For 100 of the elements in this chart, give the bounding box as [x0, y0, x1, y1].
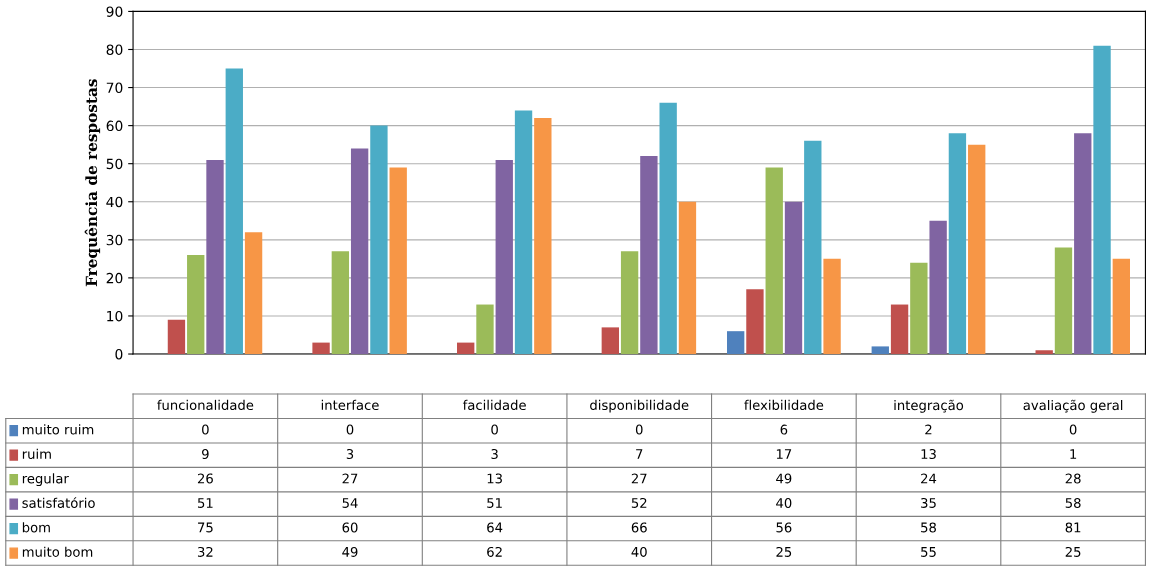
bar — [948, 133, 967, 355]
data-label: 0 — [491, 424, 498, 435]
y-tick-label: 80 — [106, 44, 123, 55]
legend-label: ruim — [22, 448, 51, 459]
bar — [1074, 133, 1092, 355]
data-label: 60 — [342, 522, 358, 533]
bar — [620, 251, 639, 355]
data-label: 32 — [197, 546, 213, 557]
bar — [890, 304, 909, 355]
data-label: 58 — [921, 522, 936, 533]
legend-label: muito bom — [22, 546, 93, 557]
data-label: 55 — [921, 547, 936, 557]
bar — [476, 304, 494, 355]
data-label: 56 — [776, 522, 792, 533]
legend-label: muito ruim — [22, 424, 94, 435]
x-tick-label: facilidade — [462, 399, 526, 411]
data-label: 51 — [487, 498, 502, 508]
bar — [765, 167, 783, 355]
bar — [167, 319, 186, 355]
bar — [312, 342, 330, 355]
data-label: 13 — [921, 449, 936, 459]
data-label: 7 — [636, 449, 643, 459]
legend-label: bom — [22, 522, 50, 533]
data-label: 27 — [342, 473, 358, 484]
x-tick-label: flexibilidade — [744, 399, 824, 411]
bar — [370, 125, 388, 355]
data-label: 6 — [780, 424, 788, 435]
y-tick-label: 20 — [106, 272, 123, 284]
bar — [871, 346, 889, 355]
y-tick-label: 0 — [115, 348, 123, 360]
data-label: 54 — [342, 498, 358, 508]
bar — [495, 159, 513, 355]
y-tick-label: 50 — [106, 158, 123, 170]
y-axis-title: Frequência de respostas — [84, 79, 101, 287]
data-label: 0 — [202, 424, 209, 435]
data-label: 24 — [921, 473, 937, 484]
bar — [968, 144, 986, 355]
data-label: 40 — [776, 497, 792, 508]
bar — [389, 167, 407, 355]
y-tick-label: 60 — [106, 120, 123, 132]
data-label: 40 — [631, 546, 647, 557]
bar — [823, 258, 841, 355]
bar — [350, 148, 369, 355]
data-label: 9 — [202, 449, 209, 459]
data-label: 2 — [925, 424, 932, 435]
data-label: 17 — [776, 449, 792, 459]
bar — [1035, 350, 1053, 355]
data-label: 58 — [1065, 497, 1081, 508]
data-label: 51 — [197, 498, 213, 508]
bar — [206, 159, 224, 355]
data-label: 3 — [346, 449, 354, 459]
bar — [640, 156, 658, 355]
data-label: 81 — [1065, 522, 1081, 533]
legend-label: satisfatório — [22, 497, 95, 508]
y-tick-label: 70 — [106, 82, 123, 94]
x-tick-label: funcionalidade — [157, 399, 254, 411]
bar — [726, 331, 745, 355]
y-tick-label: 10 — [107, 310, 123, 322]
data-label: 27 — [631, 473, 647, 484]
data-label: 75 — [198, 522, 213, 533]
data-label: 62 — [487, 546, 502, 557]
bar — [929, 220, 947, 355]
bar — [534, 118, 552, 355]
bar — [1093, 45, 1111, 355]
bar — [804, 140, 822, 355]
bar — [601, 327, 619, 355]
data-label: 26 — [197, 473, 213, 484]
bar — [514, 110, 533, 355]
data-label: 28 — [1065, 473, 1081, 484]
y-tick-label: 90 — [106, 6, 123, 17]
bar — [457, 342, 475, 355]
data-label: 3 — [491, 449, 498, 459]
bar — [910, 262, 928, 355]
data-label: 66 — [631, 522, 647, 533]
y-tick-label: 30 — [106, 234, 123, 246]
data-label: 25 — [1065, 546, 1081, 557]
bar — [187, 255, 205, 355]
bar — [1112, 258, 1130, 355]
data-label: 64 — [487, 522, 503, 533]
data-label: 0 — [635, 424, 643, 435]
data-label: 13 — [487, 473, 502, 484]
bar — [225, 68, 243, 355]
bar — [746, 289, 764, 355]
data-label: 0 — [1069, 424, 1077, 435]
data-label: 49 — [776, 473, 792, 484]
legend-label: regular — [22, 473, 69, 487]
y-tick-label: 40 — [106, 196, 123, 208]
data-label: 25 — [776, 546, 792, 557]
data-label: 1 — [1070, 449, 1077, 459]
bar — [678, 201, 697, 355]
bar — [1054, 247, 1073, 355]
data-label: 49 — [342, 546, 358, 557]
data-label: 35 — [921, 497, 936, 508]
x-tick-label: disponibilidade — [590, 399, 689, 413]
x-tick-label: interface — [321, 399, 379, 411]
data-label: 0 — [346, 424, 354, 435]
data-label: 52 — [631, 497, 647, 508]
x-tick-label: avaliação geral — [1023, 399, 1123, 413]
bar — [331, 251, 350, 355]
x-tick-label: integração — [894, 399, 964, 413]
